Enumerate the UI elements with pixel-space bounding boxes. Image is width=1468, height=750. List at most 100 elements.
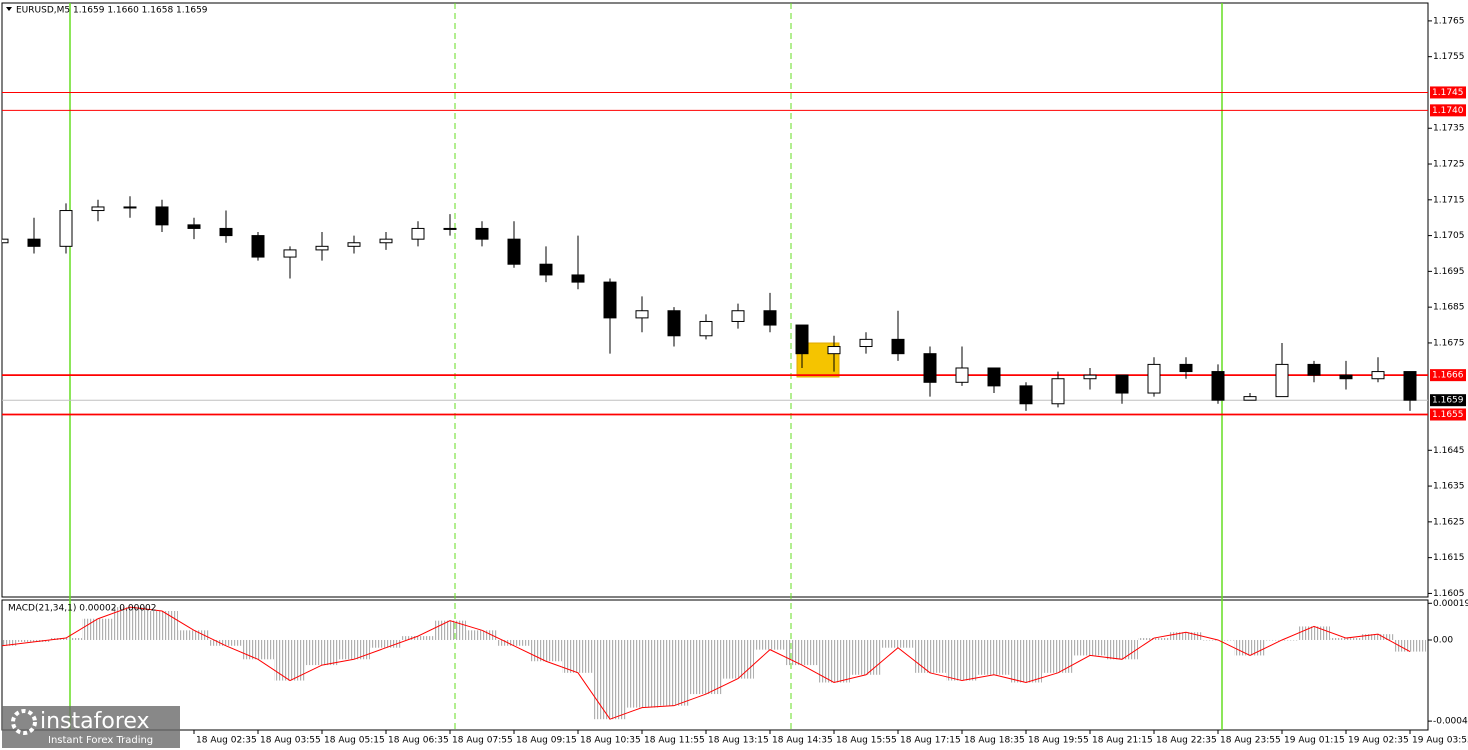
macd-bar	[402, 636, 434, 640]
candle-body	[1179, 363, 1193, 373]
macd-bar	[946, 639, 978, 681]
macd-bar	[818, 639, 850, 683]
level-label-bg	[1430, 408, 1466, 421]
macd-bar	[786, 639, 818, 666]
x-tick-label: 18 Aug 05:15	[324, 736, 385, 746]
y-tick-label: 1.1765	[1433, 16, 1465, 26]
y-tick-label: 1.1705	[1433, 231, 1465, 241]
macd-bar	[338, 639, 370, 660]
macd-bar	[850, 639, 882, 675]
candle-body	[987, 367, 1001, 387]
macd-bar	[1394, 639, 1426, 652]
macd-bar	[242, 639, 274, 660]
chart-title: EURUSD,M5 1.1659 1.1660 1.1658 1.1659	[16, 6, 208, 16]
x-tick-label: 18 Aug 14:35	[772, 736, 833, 746]
macd-bar	[1042, 639, 1074, 673]
macd-bar	[882, 639, 914, 648]
macd-bar	[914, 639, 946, 673]
candle-body	[187, 224, 201, 229]
candle-body	[1339, 374, 1353, 380]
macd-bar	[274, 639, 306, 681]
macd-bar	[722, 639, 754, 679]
candle-body	[315, 245, 329, 251]
level-label: 1.1655	[1432, 410, 1464, 420]
macd-bar	[2, 639, 18, 646]
x-tick-label: 18 Aug 21:15	[1092, 736, 1153, 746]
candle-body	[91, 206, 105, 212]
candle-body	[603, 281, 617, 319]
y-tick-label: 1.1735	[1433, 124, 1465, 134]
macd-bar	[114, 607, 146, 640]
y-tick-label: 1.1625	[1433, 517, 1465, 527]
candle-body	[1371, 371, 1385, 380]
candle-body	[763, 310, 777, 326]
candle-body	[571, 274, 585, 283]
level-label: 1.1740	[1432, 106, 1464, 116]
x-tick-label: 18 Aug 19:55	[1028, 736, 1089, 746]
candle-body	[635, 310, 649, 319]
candle-body	[859, 338, 873, 348]
y-tick-label: 1.1645	[1433, 446, 1465, 456]
signal-line	[2, 606, 1411, 720]
y-tick-label: -0.00042	[1433, 717, 1468, 727]
candle-body	[891, 338, 905, 355]
candle-body	[1051, 378, 1065, 405]
candle-body	[667, 310, 681, 337]
last-price-bg	[1430, 394, 1466, 407]
x-tick-label: 18 Aug 15:55	[836, 736, 897, 746]
watermark-tagline: Instant Forex Trading	[48, 735, 153, 746]
macd-bar	[626, 639, 658, 708]
macd-bar	[82, 618, 114, 640]
candle-body	[251, 235, 265, 258]
candle-body	[1307, 363, 1321, 376]
candle-body	[923, 353, 937, 383]
x-tick-label: 18 Aug 11:55	[644, 736, 705, 746]
macd-bar	[434, 620, 466, 640]
watermark-brand: instaforex	[40, 709, 150, 734]
y-tick-label: 1.1675	[1433, 338, 1465, 348]
macd-bar	[754, 639, 786, 650]
watermark: instaforex Instant Forex Trading	[2, 706, 180, 748]
candle-body	[1115, 374, 1129, 394]
macd-bar	[50, 638, 82, 640]
macd-bar	[146, 611, 178, 640]
candle-body	[59, 210, 73, 247]
candle-body	[2, 238, 9, 244]
candle-body	[827, 346, 841, 355]
y-tick-label: 1.1605	[1433, 589, 1465, 599]
watermark-logo	[11, 709, 37, 735]
macd-bar	[18, 639, 50, 642]
candle-body	[27, 238, 41, 247]
macd-bar	[1010, 639, 1042, 683]
candle-body	[443, 227, 457, 230]
y-tick-label: 1.1635	[1433, 482, 1465, 492]
macd-bar	[1074, 639, 1106, 656]
y-tick-label: 1.1685	[1433, 303, 1465, 313]
candle-body	[699, 320, 713, 337]
x-tick-label: 18 Aug 02:35	[196, 736, 257, 746]
y-tick-label: 0.00019	[1433, 599, 1468, 609]
candle-body	[283, 249, 297, 258]
level-label-bg	[1430, 86, 1466, 99]
macd-bar	[498, 639, 530, 646]
level-label-bg	[1430, 104, 1466, 117]
x-tick-label: 18 Aug 06:35	[388, 736, 449, 746]
macd-bar	[466, 630, 498, 640]
y-tick-label: 1.1725	[1433, 160, 1465, 170]
main-pane	[1, 2, 1429, 598]
candles	[2, 91, 1428, 416]
macd-bar	[1234, 639, 1266, 656]
x-tick-label: 18 Aug 13:15	[708, 736, 769, 746]
candle-body	[1403, 371, 1417, 401]
macd-bar	[1106, 639, 1138, 660]
x-tick-label: 18 Aug 23:55	[1220, 736, 1281, 746]
menu-arrow	[6, 7, 12, 11]
candle-body	[411, 227, 425, 240]
candle-body	[1211, 371, 1225, 401]
y-tick-label: 0.00	[1433, 635, 1453, 645]
macd-bar	[178, 630, 210, 640]
x-tick-label: 19 Aug 03:55	[1412, 736, 1468, 746]
macd-bar	[978, 639, 1010, 675]
candle-body	[1083, 374, 1097, 380]
